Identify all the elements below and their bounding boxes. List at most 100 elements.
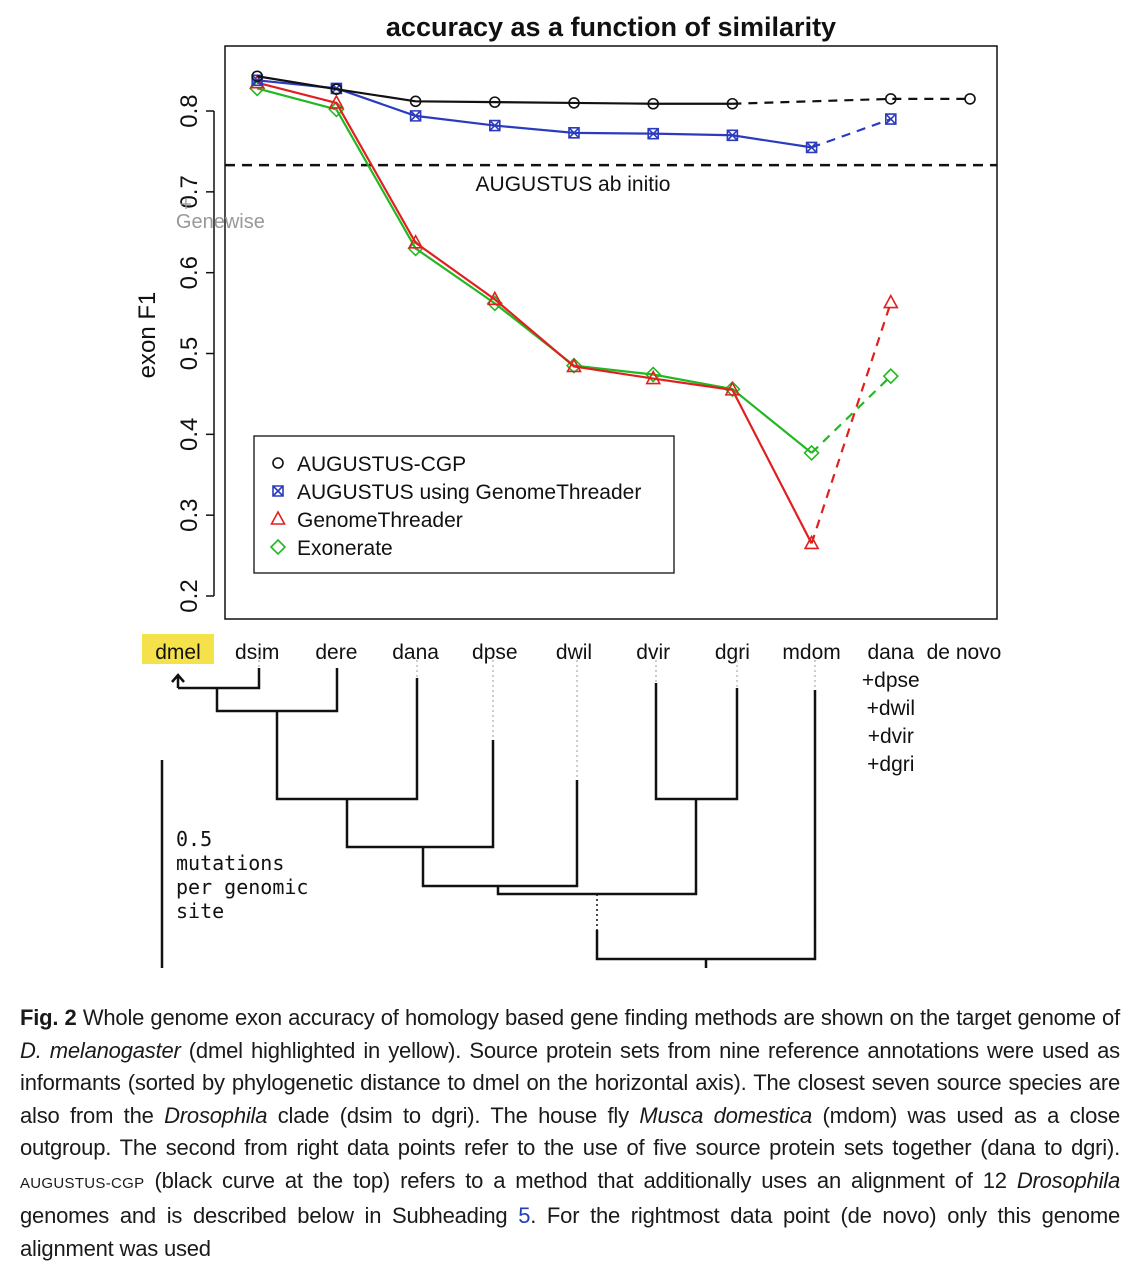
data-point (407, 234, 424, 249)
annotation-marker (180, 198, 191, 209)
x-tick-label: +dpse (862, 669, 920, 692)
annotations: Genewise (176, 198, 265, 233)
exon-accuracy-chart: accuracy as a function of similarity exo… (134, 12, 1001, 968)
data-point (645, 366, 662, 383)
x-tick-label: dwil (556, 641, 592, 664)
data-point (409, 95, 422, 108)
series-line (257, 75, 733, 105)
tree-root (595, 910, 817, 968)
caption-italic: Musca domestica (639, 1102, 813, 1128)
data-point (486, 290, 503, 306)
y-tick-label: 0.5 (176, 337, 203, 370)
caption-italic: D. melanogaster (20, 1037, 181, 1063)
legend: AUGUSTUS-CGP AUGUSTUS using GenomeThreade… (253, 435, 675, 574)
data-point (726, 129, 739, 142)
y-axis-label: exon F1 (134, 292, 161, 379)
tree-clade-drosophila (496, 799, 698, 896)
data-point (726, 97, 739, 110)
x-tick-label: dvir (636, 641, 670, 664)
series-line-dashed (732, 97, 970, 105)
series-line (256, 87, 813, 454)
tree-clade-dwil (421, 780, 579, 888)
data-point (805, 141, 818, 154)
tree-dmel-dsim (178, 668, 261, 690)
data-point (409, 110, 422, 122)
x-tick-label: dgri (715, 641, 750, 664)
data-point (251, 70, 264, 83)
series-augustus-cgp (251, 70, 976, 110)
tree-clade-dvir-dgri (654, 683, 739, 801)
dmel-arrow-icon (171, 673, 185, 688)
series-line-dashed (811, 118, 892, 149)
reference-line-label: AUGUSTUS ab initio (476, 173, 671, 196)
x-tick-label: +dwil (867, 697, 915, 720)
series-line-dashed (810, 302, 892, 544)
x-tick-label: dmel (155, 641, 201, 664)
y-tick-label: 0.7 (176, 175, 203, 208)
caption-text: (black curve at the top) refers to a met… (144, 1167, 1017, 1193)
highlight-box (142, 634, 214, 664)
x-tick-label: dana (392, 641, 439, 664)
data-point (328, 101, 345, 118)
caption-method-name: AUGUSTUS-CGP (20, 1174, 145, 1192)
data-point (884, 93, 897, 105)
caption-text: clade (dsim to dgri). The house fly (267, 1102, 640, 1128)
reference-lines: AUGUSTUS ab initio (225, 163, 997, 196)
data-point (647, 97, 660, 110)
tree-dotted-connectors (258, 655, 816, 930)
data-point (647, 127, 659, 140)
y-tick-label: 0.3 (176, 498, 203, 531)
series-layer (249, 70, 976, 550)
caption-text: (mdom) was used as a close outgroup. The… (20, 1102, 1120, 1161)
data-point (885, 113, 897, 125)
x-tick-label: dpse (472, 641, 518, 664)
scale-label-line: mutations (176, 851, 284, 875)
data-point (645, 369, 662, 385)
y-tick-label: 0.4 (176, 418, 203, 451)
plot-frame (224, 45, 998, 620)
data-point (566, 357, 582, 373)
caption-subheading-link[interactable]: 5 (518, 1203, 531, 1228)
x-tick-label: dsim (235, 641, 279, 664)
data-point (803, 444, 820, 462)
scale-label-line: 0.5 (176, 827, 212, 851)
legend-label: GenomeThreader (297, 509, 463, 532)
caption-text: . For the rightmost data point (de novo)… (20, 1203, 1120, 1261)
series-line-dashed (810, 375, 892, 454)
data-point (568, 127, 580, 139)
legend-label: AUGUSTUS-CGP (297, 453, 466, 476)
annotation-label: Genewise (176, 211, 265, 233)
y-tick-label: 0.2 (176, 579, 203, 612)
data-point (964, 93, 976, 105)
legend-marker (272, 457, 284, 469)
caption-italic: Drosophila (1016, 1167, 1120, 1193)
series-genomethreader (249, 74, 899, 550)
tree-clade-dpse (345, 740, 495, 849)
y-tick-label: 0.6 (176, 256, 203, 289)
series-augustus-using-genomethreader (251, 74, 897, 154)
scale-label-line: site (176, 899, 224, 923)
caption-text: (dmel highlighted in yellow). Source pro… (20, 1037, 1120, 1128)
data-point (803, 534, 820, 550)
caption-italic: Drosophila (164, 1102, 268, 1128)
legend-label: AUGUSTUS using GenomeThreader (297, 481, 641, 504)
series-line (256, 81, 813, 544)
scale-label-line: per genomic (176, 875, 308, 899)
data-point (330, 83, 343, 95)
legend-marker (269, 538, 287, 556)
series-line (257, 79, 812, 149)
x-tick-label: mdom (782, 641, 840, 664)
data-point (568, 97, 580, 109)
legend-marker (270, 510, 286, 525)
data-point (489, 119, 501, 132)
legend-marker (272, 485, 284, 497)
legend-box (253, 435, 675, 574)
caption-text: Whole genome exon accuracy of homology b… (76, 1005, 1120, 1030)
tree-clade-dmel-dere (215, 668, 339, 713)
x-axis-labels: dmel dsim dere dana dpse dwil dvir dgri mdom dana… (142, 634, 1001, 776)
x-tick-label: dana (867, 641, 914, 664)
tree-clade-dana (275, 678, 419, 801)
chart-title: accuracy as a function of similarity (386, 12, 836, 42)
y-axis: 0.2 0.3 0.4 0.5 0.6 0.7 0.8 (176, 94, 215, 613)
